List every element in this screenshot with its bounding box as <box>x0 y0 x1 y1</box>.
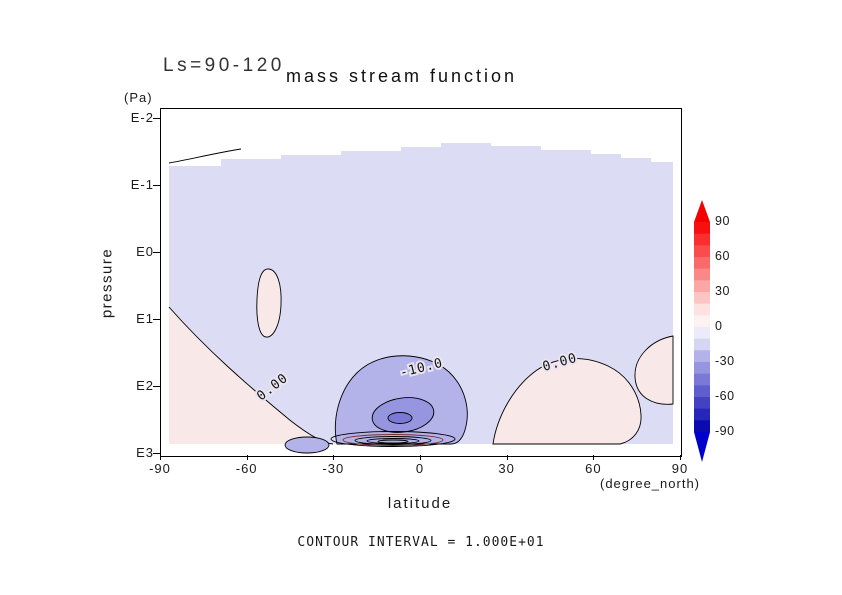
contour-dense-4 <box>366 438 420 444</box>
contour-dense-3 <box>354 436 432 445</box>
contour-dense-1 <box>330 431 456 447</box>
x-tick <box>333 455 335 460</box>
y-tick <box>153 386 160 387</box>
colorbar-segment <box>694 292 710 305</box>
colorbar-segment <box>694 362 710 375</box>
colorbar-segment <box>694 397 710 410</box>
contour-bottom-small-blob <box>284 436 330 454</box>
colorbar-tick-label: 30 <box>715 284 730 298</box>
contour-interval-note: CONTOUR INTERVAL = 1.000E+01 <box>297 535 545 550</box>
plot-frame: 0.00 -10.0 0.00 <box>160 108 682 457</box>
x-tick <box>593 455 595 460</box>
colorbar-segment <box>694 373 710 386</box>
colorbar-segment <box>694 303 710 316</box>
x-tick <box>420 455 421 460</box>
contour-dense-2 <box>342 434 444 446</box>
colorbar-segment <box>694 408 710 421</box>
y-tick-label: E3 <box>136 445 154 460</box>
colorbar-bottom-arrow <box>694 432 710 462</box>
y-tick-label: E-1 <box>130 177 154 192</box>
colorbar-segment <box>694 233 710 246</box>
colorbar-segment <box>694 350 710 363</box>
colorbar <box>694 200 710 462</box>
colorbar-segment <box>694 245 710 258</box>
x-tick-label: -30 <box>322 461 345 476</box>
x-tick-label: 30 <box>498 461 515 476</box>
contour-zero-topleft <box>168 148 242 164</box>
y-tick <box>153 252 160 253</box>
colorbar-tick-label: 60 <box>715 249 730 263</box>
colorbar-segment <box>694 257 710 270</box>
field-positive-right <box>492 358 642 445</box>
contour-zero-island <box>256 268 282 338</box>
x-tick <box>680 455 681 460</box>
x-tick <box>246 455 248 460</box>
contour-dense-5 <box>377 439 409 444</box>
y-axis-unit: (Pa) <box>124 90 153 105</box>
x-tick-label: -90 <box>149 461 171 476</box>
colorbar-segment <box>694 385 710 398</box>
chart-title: mass stream function <box>286 66 518 86</box>
colorbar-tick-label: 0 <box>715 319 723 333</box>
season-label: Ls=90-120 <box>163 55 285 76</box>
colorbar-segment <box>694 338 710 351</box>
colorbar-tick-label: -90 <box>715 424 735 438</box>
field-positive-right-edge <box>634 335 674 405</box>
y-tick <box>153 118 160 119</box>
field-positive-left <box>169 307 333 444</box>
y-tick <box>153 319 160 320</box>
y-tick-label: E0 <box>136 244 154 259</box>
colorbar-segment <box>694 222 710 235</box>
colorbar-tick-label: -60 <box>715 389 735 403</box>
colorbar-tick-label: 90 <box>715 214 730 228</box>
y-axis-label: pressure <box>98 247 116 319</box>
y-tick-label: E-2 <box>130 110 154 125</box>
x-tick <box>160 455 161 460</box>
x-tick-label: -60 <box>235 461 258 476</box>
colorbar-segment <box>694 315 710 328</box>
x-tick-label: 0 <box>415 461 425 476</box>
colorbar-segment <box>694 327 710 340</box>
x-axis-label: latitude <box>387 495 453 512</box>
y-tick-label: E1 <box>136 311 154 326</box>
colorbar-tick-label: -30 <box>715 354 735 368</box>
y-tick <box>153 185 160 186</box>
y-tick-label: E2 <box>136 378 154 393</box>
x-tick <box>506 455 508 460</box>
x-tick-label: 60 <box>585 461 602 476</box>
field-negative-30 <box>387 412 413 424</box>
x-axis-unit: (degree_north) <box>600 476 700 491</box>
colorbar-segment <box>694 420 710 433</box>
x-tick-label: 90 <box>671 461 689 476</box>
colorbar-segment <box>694 268 710 281</box>
colorbar-segment <box>694 280 710 293</box>
colorbar-top-arrow <box>694 200 710 222</box>
y-tick <box>153 453 160 454</box>
plot-area: 0.00 -10.0 0.00 <box>168 143 674 454</box>
